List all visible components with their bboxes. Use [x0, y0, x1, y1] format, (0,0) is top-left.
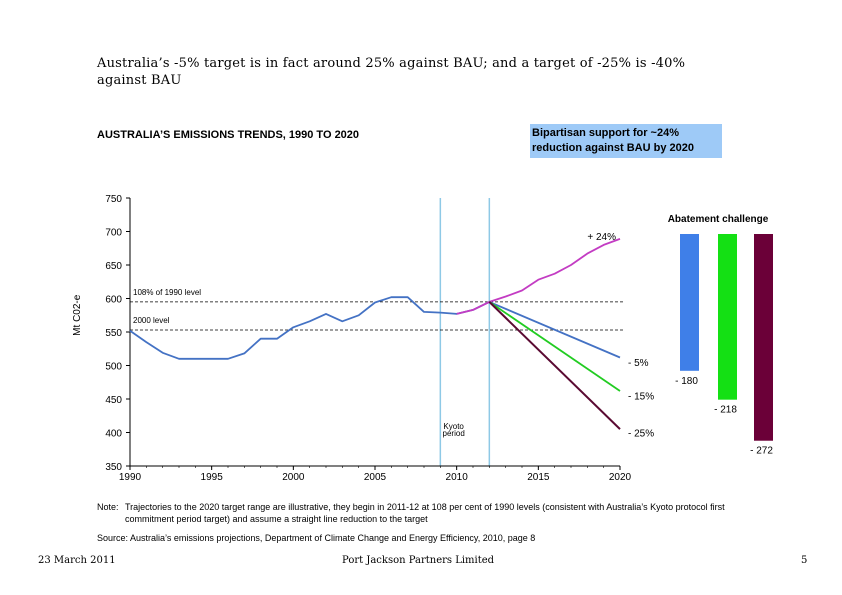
- y-tick-label: 700: [105, 228, 122, 239]
- bipartisan-callout: Bipartisan support for ~24% reduction ag…: [530, 124, 722, 158]
- y-tick-label: 750: [105, 194, 122, 205]
- end-label-minus25: - 25%: [628, 429, 654, 440]
- y-tick-label: 450: [105, 395, 122, 406]
- x-tick-label: 1995: [201, 472, 224, 483]
- x-tick-label: 2010: [446, 472, 469, 483]
- abatement-bar-label: - 218: [714, 405, 737, 416]
- y-tick-label: 550: [105, 328, 122, 339]
- note-text: Trajectories to the 2020 target range ar…: [125, 502, 725, 524]
- abatement-bar: [754, 234, 773, 441]
- kyoto-label: period: [443, 429, 465, 438]
- slide-title: Australia’s -5% target is in fact around…: [97, 56, 686, 88]
- abatement-bar-label: - 272: [750, 446, 773, 457]
- end-label-bau: + 24%: [587, 232, 616, 243]
- footer-company: Port Jackson Partners Limited: [342, 555, 495, 566]
- y-tick-label: 600: [105, 295, 122, 306]
- series-minus5-line: [488, 301, 621, 359]
- x-tick-label: 2020: [609, 472, 632, 483]
- chart-source: Source: Australia’s emissions projection…: [97, 533, 536, 543]
- y-tick-label: 400: [105, 429, 122, 440]
- footer-date: 23 March 2011: [38, 555, 116, 566]
- page-number: 5: [801, 555, 808, 566]
- series-minus15-line: [488, 301, 621, 392]
- series-historical-line: [129, 296, 490, 360]
- abatement-bar: [680, 234, 699, 371]
- x-tick-label: 2000: [282, 472, 305, 483]
- chart-title: AUSTRALIA’S EMISSIONS TRENDS, 1990 TO 20…: [97, 129, 360, 141]
- x-tick-label: 2015: [527, 472, 550, 483]
- abatement-title: Abatement challenge: [668, 214, 769, 225]
- reference-line-label: 108% of 1990 level: [133, 288, 201, 297]
- reference-line-label: 2000 level: [133, 316, 170, 325]
- x-tick-label: 2005: [364, 472, 387, 483]
- y-tick-label: 650: [105, 261, 122, 272]
- y-axis-label: Mt C02-e: [72, 294, 83, 336]
- y-tick-label: 500: [105, 362, 122, 373]
- x-tick-label: 1990: [119, 472, 142, 483]
- abatement-bar-label: - 180: [675, 376, 698, 387]
- series-bau-line: [456, 238, 621, 315]
- note-label: Note:: [97, 502, 119, 512]
- series-minus25-line: [488, 301, 621, 430]
- y-tick-label: 350: [105, 462, 122, 473]
- abatement-bar: [718, 234, 737, 400]
- end-label-minus5: - 5%: [628, 358, 649, 369]
- kyoto-label: Kyoto: [443, 422, 464, 431]
- end-label-minus15: - 15%: [628, 392, 654, 403]
